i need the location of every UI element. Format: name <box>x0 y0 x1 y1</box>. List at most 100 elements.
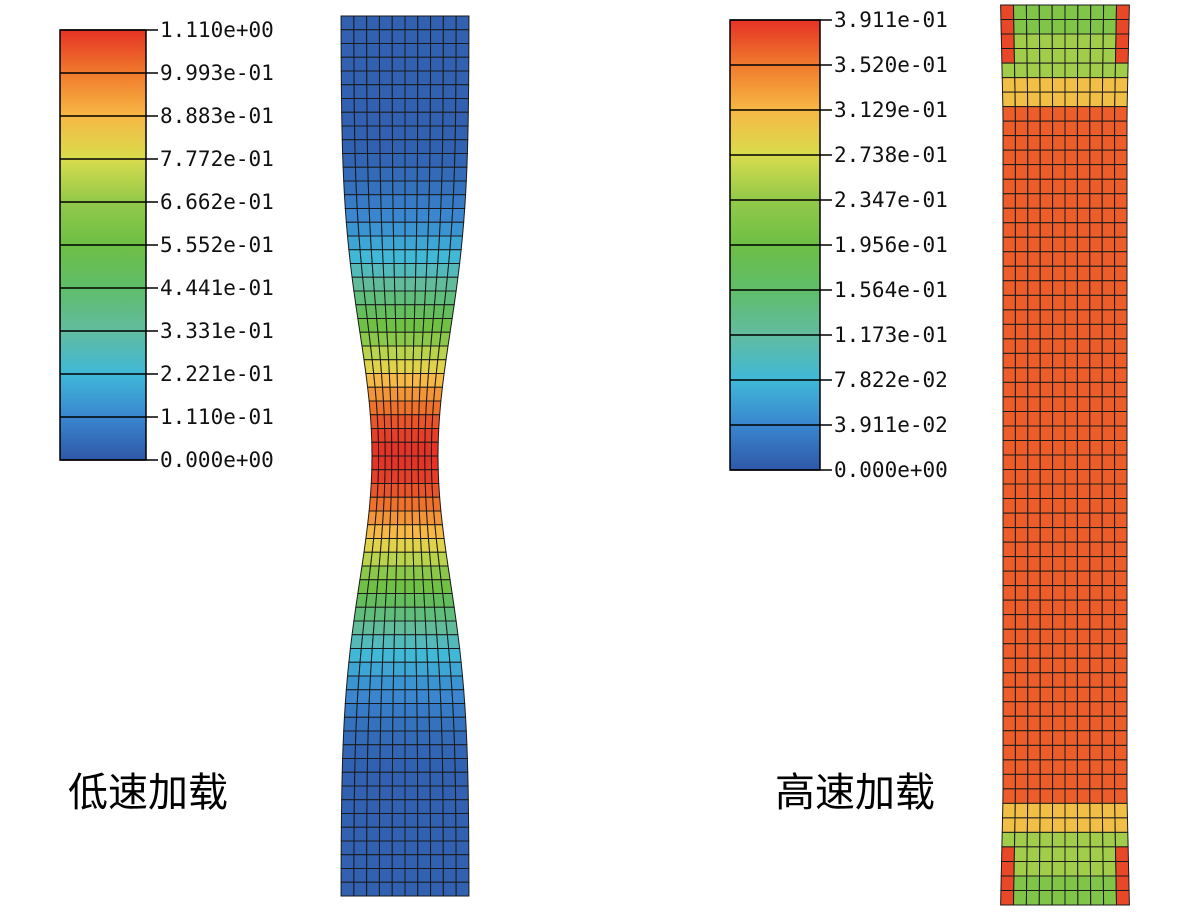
low-mesh-cell <box>433 510 443 526</box>
high-mesh-cell <box>1014 207 1029 224</box>
high-mesh-cell <box>1114 106 1128 122</box>
high-mesh-cell <box>1002 236 1016 253</box>
high-mesh-cell <box>1064 483 1078 500</box>
low-mesh-cell <box>404 428 413 443</box>
low-mesh-cell <box>426 648 440 663</box>
high-mesh-cell <box>1089 541 1103 558</box>
low-mesh-cell <box>426 661 441 677</box>
high-mesh-cell <box>1027 120 1041 137</box>
low-mesh-cell <box>391 826 406 842</box>
high-mesh-cell <box>1014 614 1029 630</box>
high-mesh-cell <box>1089 178 1103 195</box>
high-mesh-cell <box>1013 875 1028 891</box>
low-mesh-cell <box>392 208 406 223</box>
low-mesh-cell <box>453 166 468 182</box>
high-mesh-cell <box>1027 280 1041 296</box>
high-mesh-cell <box>1102 48 1117 64</box>
low-legend-label: 6.662e-01 <box>160 190 274 214</box>
high-mesh-cell <box>1076 817 1091 833</box>
low-mesh-cell <box>384 469 393 484</box>
low-mesh-cell <box>351 620 365 636</box>
high-mesh-cell <box>1001 817 1016 833</box>
high-mesh-cell <box>1027 628 1041 645</box>
high-mesh-cell <box>1039 701 1054 717</box>
high-mesh-cell <box>1039 381 1054 398</box>
high-mesh-cell <box>1027 570 1041 587</box>
high-mesh-cell <box>1101 149 1116 166</box>
high-mesh-cell <box>1076 294 1091 311</box>
low-mesh-cell <box>369 483 379 498</box>
high-mesh-cell <box>1114 715 1128 732</box>
high-mesh-cell <box>1026 875 1041 891</box>
high-mesh-cell <box>1076 265 1091 282</box>
low-mesh-cell <box>404 139 419 154</box>
low-mesh-cell <box>404 538 414 553</box>
low-mesh-cell <box>448 648 462 663</box>
high-mesh-cell <box>1027 352 1041 369</box>
high-mesh-cell <box>1076 759 1091 775</box>
low-mesh-cell <box>404 318 415 333</box>
low-mesh-cell <box>381 221 395 237</box>
low-mesh-cell <box>438 235 452 251</box>
low-mesh-cell <box>428 716 443 732</box>
high-mesh-cell <box>1039 280 1054 296</box>
low-mesh-cell <box>376 414 386 429</box>
low-mesh-cell <box>378 854 393 869</box>
low-mesh-cell <box>424 455 433 471</box>
low-mesh-cell <box>395 345 406 361</box>
low-mesh-cell <box>436 263 450 278</box>
low-mesh-cell <box>353 70 368 86</box>
high-mesh-cell <box>1101 91 1116 108</box>
low-mesh-cell <box>367 716 382 732</box>
low-mesh-cell <box>428 180 443 196</box>
high-mesh-cell <box>1101 178 1116 195</box>
high-mesh-cell <box>1027 410 1041 427</box>
low-mesh-cell <box>379 70 393 86</box>
high-mesh-cell <box>1052 788 1066 804</box>
high-mesh-cell <box>1002 207 1016 224</box>
high-mesh-cell <box>1052 193 1066 209</box>
low-mesh-cell <box>384 455 393 471</box>
low-mesh-cell <box>455 70 470 86</box>
low-mesh-cell <box>368 689 383 704</box>
high-mesh-cell <box>1114 207 1128 224</box>
high-mesh-cell <box>1002 294 1016 311</box>
low-mesh-cell <box>382 400 392 416</box>
high-mesh-cell <box>1114 323 1128 340</box>
high-mesh-cell <box>1027 715 1041 732</box>
low-mesh-cell <box>429 799 444 814</box>
low-mesh-cell <box>382 510 392 526</box>
high-mesh-cell <box>1002 730 1016 746</box>
low-mesh-cell <box>404 661 418 677</box>
low-mesh-cell <box>353 813 368 828</box>
low-mesh-cell <box>397 496 406 512</box>
high-mesh-cell <box>1076 469 1091 485</box>
high-mesh-cell <box>1076 672 1091 688</box>
low-mesh-cell <box>397 441 406 457</box>
high-mesh-cell <box>1114 222 1128 238</box>
low-mesh-cell <box>368 703 382 718</box>
high-mesh-cell <box>1076 280 1091 296</box>
high-mesh-cell <box>1051 846 1066 862</box>
low-mesh-cell <box>388 359 398 374</box>
low-mesh-cell <box>340 84 355 99</box>
low-speed-panel: 1.110e+00 9.993e-01 8.883e-01 7.772e-01 6.66… <box>0 0 593 911</box>
high-mesh-cell <box>1064 875 1079 891</box>
high-mesh-cell <box>1101 294 1116 311</box>
low-mesh-cell <box>340 854 355 869</box>
low-mesh-cell <box>417 414 427 429</box>
low-mesh-cell <box>454 111 469 127</box>
low-mesh-cell <box>340 799 355 814</box>
high-mesh-cell <box>1038 33 1053 50</box>
high-mesh-cell <box>1076 483 1091 500</box>
high-mesh-cell <box>1002 599 1016 616</box>
low-mesh-cell <box>445 620 459 636</box>
high-mesh-cell <box>1027 599 1041 616</box>
low-mesh-cell <box>372 276 386 292</box>
high-mesh-cell <box>1039 512 1054 529</box>
high-mesh-cell <box>1076 512 1091 529</box>
high-mesh-cell <box>1064 19 1079 35</box>
high-mesh-cell <box>1089 425 1103 441</box>
high-mesh-cell <box>1076 454 1091 471</box>
low-mesh-cell <box>412 345 423 361</box>
